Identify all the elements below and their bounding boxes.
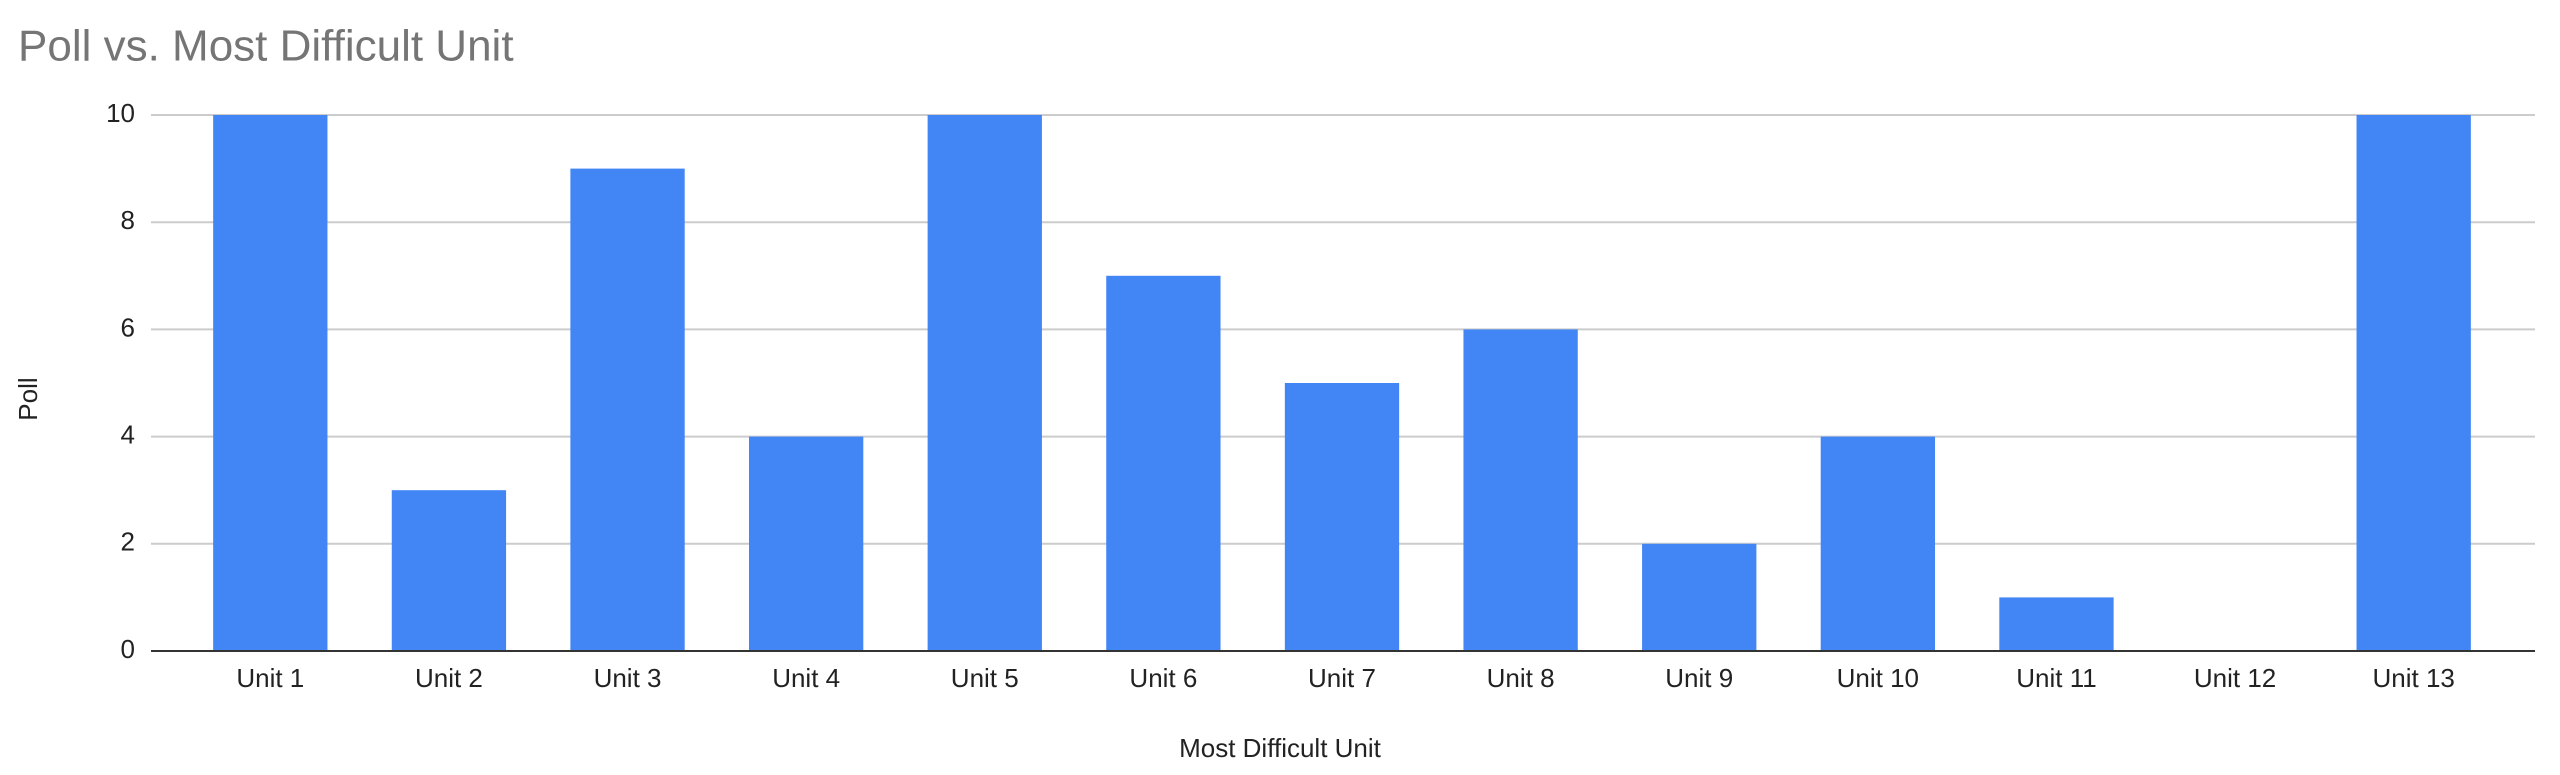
x-axis-title: Most Difficult Unit bbox=[1179, 733, 1382, 763]
bar bbox=[1106, 275, 1221, 651]
x-tick-label: Unit 5 bbox=[951, 663, 1019, 693]
x-tick-label: Unit 9 bbox=[1665, 663, 1733, 693]
chart-title: Poll vs. Most Difficult Unit bbox=[18, 22, 514, 71]
y-tick-label: 2 bbox=[121, 527, 135, 557]
x-tick-label: Unit 2 bbox=[415, 663, 483, 693]
x-tick-label: Unit 6 bbox=[1129, 663, 1197, 693]
y-tick-label: 4 bbox=[121, 419, 135, 449]
x-tick-label: Unit 12 bbox=[2194, 663, 2276, 693]
y-tick-label: 10 bbox=[106, 98, 135, 128]
x-tick-label: Unit 10 bbox=[1837, 663, 1919, 693]
bar bbox=[1642, 543, 1757, 651]
bar bbox=[1999, 597, 2114, 651]
x-tick-label: Unit 7 bbox=[1308, 663, 1376, 693]
x-tick-label: Unit 13 bbox=[2372, 663, 2454, 693]
x-tick-label: Unit 1 bbox=[236, 663, 304, 693]
bar bbox=[213, 115, 328, 651]
x-tick-label: Unit 4 bbox=[772, 663, 840, 693]
x-tick-label: Unit 8 bbox=[1487, 663, 1555, 693]
bar bbox=[748, 436, 864, 651]
bar bbox=[1284, 383, 1400, 651]
bar bbox=[2356, 115, 2471, 651]
bar bbox=[1463, 329, 1578, 651]
y-tick-label: 6 bbox=[121, 312, 135, 342]
bar bbox=[1820, 436, 1936, 651]
x-tick-label: Unit 3 bbox=[594, 663, 662, 693]
y-axis-title: Poll bbox=[13, 377, 43, 420]
bar bbox=[570, 168, 685, 651]
bar bbox=[927, 115, 1042, 651]
bar bbox=[391, 490, 507, 651]
x-tick-label: Unit 11 bbox=[2016, 663, 2096, 693]
y-tick-label: 0 bbox=[121, 634, 135, 664]
y-tick-label: 8 bbox=[121, 205, 135, 235]
